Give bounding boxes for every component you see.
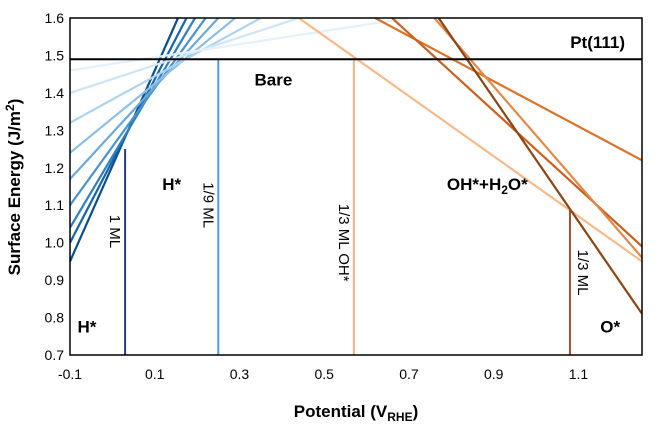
- x-tick-label: -0.1: [58, 366, 82, 382]
- series-lines: [70, 18, 642, 315]
- transition-lines: [124, 59, 571, 355]
- region-label: H*: [162, 175, 181, 194]
- y-tick-label: 1.6: [45, 10, 65, 26]
- tick-labels: -0.1 0.1 0.3 0.5 0.7 0.9 1.1 0.7 0.8 0.9 1.0 1.1 1.2…: [45, 10, 589, 382]
- x-axis-title: Potential (VRHE): [294, 402, 419, 424]
- y-axis-title-sup: 2: [3, 104, 17, 111]
- region-label-sub: 2: [501, 183, 508, 197]
- series-line-6: [70, 18, 236, 154]
- y-tick-label: 1.0: [45, 235, 65, 251]
- region-label-main: OH*+H: [447, 175, 501, 194]
- y-tick-label: 1.1: [45, 197, 65, 213]
- transition-label-4: 1/3 ML: [574, 250, 591, 296]
- y-tick-label: 1.2: [45, 160, 65, 176]
- y-tick-label: 0.9: [45, 272, 65, 288]
- plot-border: [69, 17, 643, 356]
- chart-title: Pt(111): [570, 33, 625, 52]
- y-axis-title-main: Surface Energy (J/m: [5, 111, 24, 275]
- series-line-9: [70, 18, 410, 72]
- plot-frame: [69, 17, 643, 356]
- x-axis-title-main: Potential (V: [294, 402, 388, 421]
- transition-label-2: 1/9 ML: [199, 182, 216, 228]
- x-axis-title-sub: RHE: [387, 410, 412, 424]
- series-line-4: [70, 18, 207, 206]
- x-tick-label: 1.1: [569, 366, 589, 382]
- y-tick-label: 0.7: [45, 347, 65, 363]
- x-tick-label: 0.5: [314, 366, 334, 382]
- transition-label-1: 1 ML: [106, 215, 123, 248]
- x-tick-label: 0.7: [399, 366, 419, 382]
- region-label: O*: [600, 318, 620, 337]
- x-tick-label: 0.1: [145, 366, 165, 382]
- y-tick-label: 0.8: [45, 310, 65, 326]
- x-tick-label: 0.9: [484, 366, 504, 382]
- x-axis-title-close: ): [413, 402, 419, 421]
- series-line-13: [433, 18, 642, 259]
- region-label: H*: [77, 318, 96, 337]
- y-tick-label: 1.4: [45, 85, 65, 101]
- series-line-3: [70, 18, 196, 229]
- series-line-14: [437, 18, 642, 315]
- series-line-8: [70, 18, 300, 94]
- x-tick-label: 0.3: [230, 366, 250, 382]
- y-tick-label: 1.5: [45, 47, 65, 63]
- region-label: Bare: [254, 70, 292, 89]
- region-label: OH*+H2O*: [447, 175, 528, 197]
- transition-label-3: 1/3 ML OH*: [335, 204, 352, 282]
- series-line-5: [70, 18, 220, 180]
- y-axis-title: Surface Energy (J/m2): [3, 99, 24, 276]
- y-tick-label: 1.3: [45, 122, 65, 138]
- series-line-7: [70, 18, 262, 124]
- region-label-end: O*: [508, 175, 528, 194]
- y-axis-title-close: ): [5, 99, 24, 105]
